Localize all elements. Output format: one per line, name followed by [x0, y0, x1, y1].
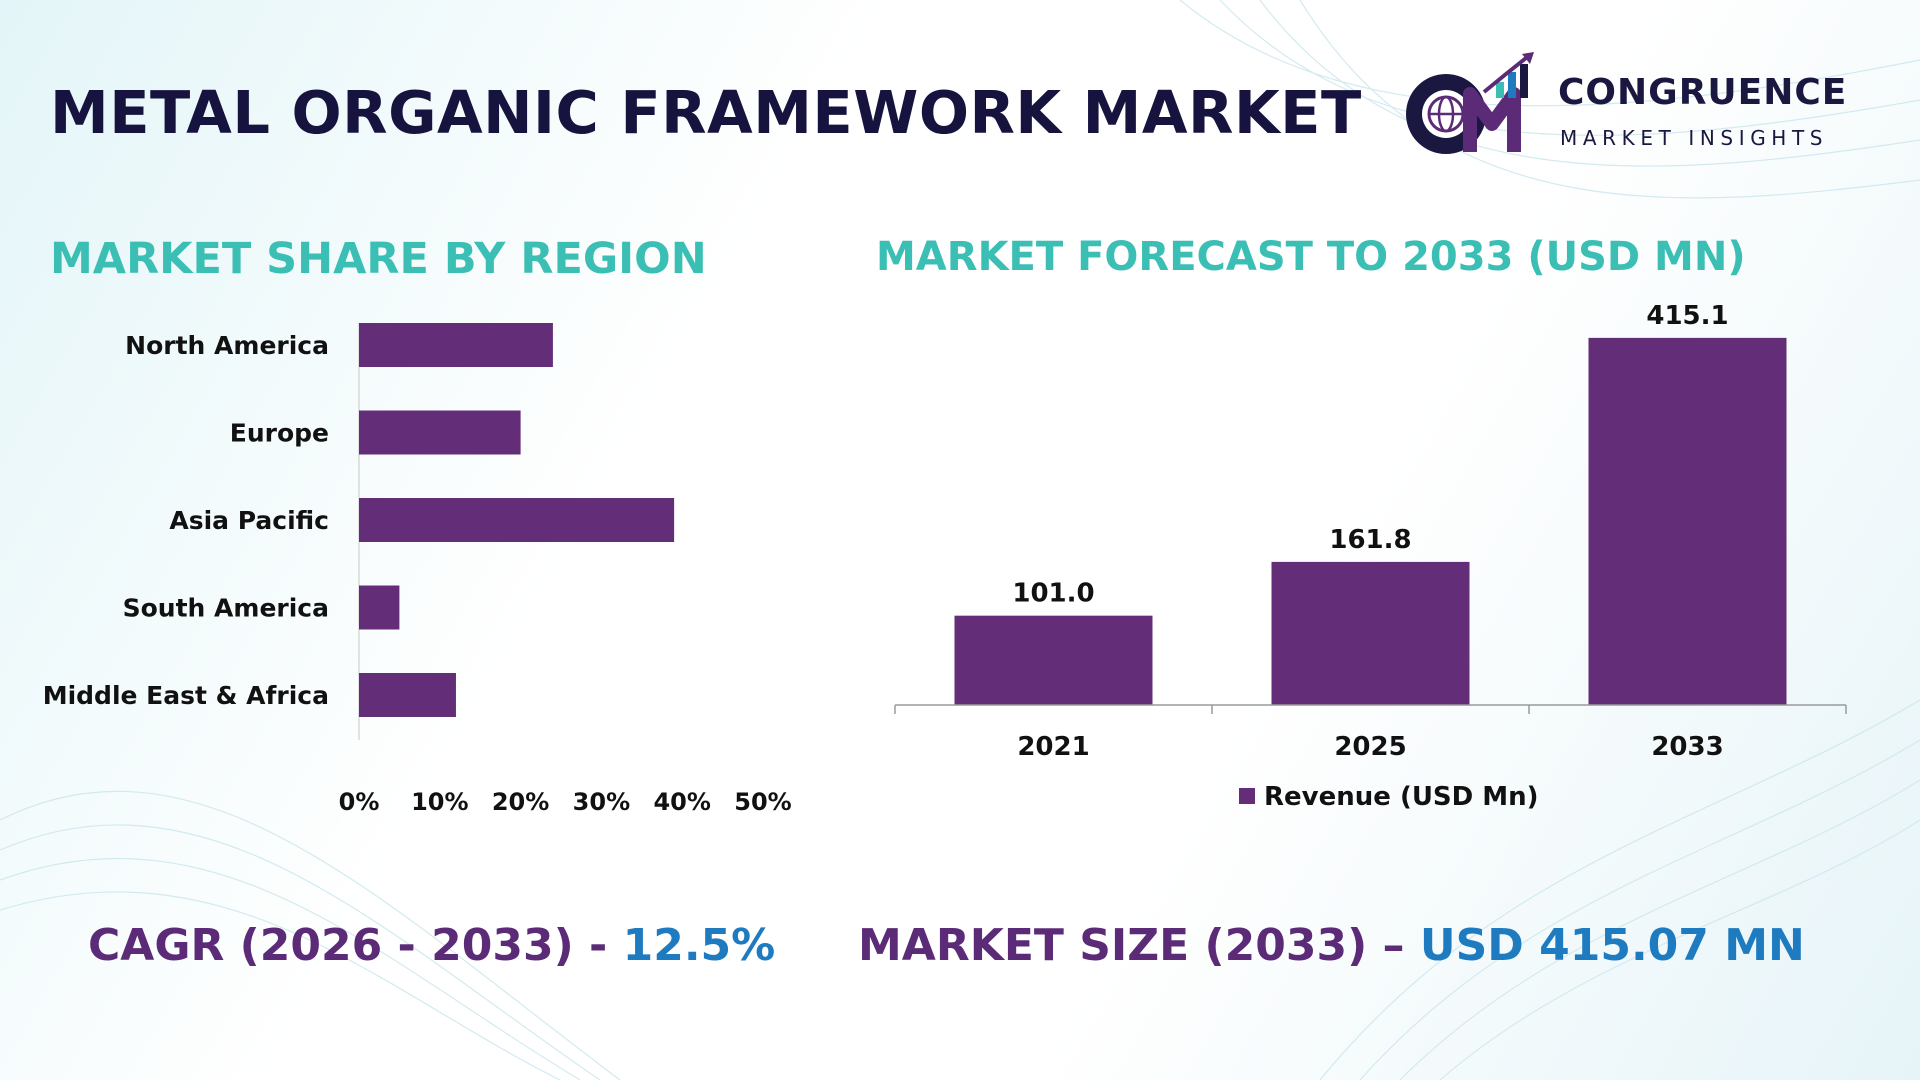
- market-size-kpi: MARKET SIZE (2033) – USD 415.07 MN: [858, 920, 1805, 971]
- region-category-label: Europe: [230, 419, 329, 448]
- region-category-label: Middle East & Africa: [43, 681, 329, 710]
- region-share-title: MARKET SHARE BY REGION: [50, 234, 707, 284]
- brand-tagline: MARKET INSIGHTS: [1560, 126, 1829, 150]
- region-bar: [359, 585, 400, 630]
- region-category-label: South America: [123, 594, 329, 623]
- region-category-label: Asia Pacific: [169, 506, 329, 535]
- market-size-label: MARKET SIZE (2033) –: [858, 920, 1420, 971]
- cagr-value: 12.5%: [622, 920, 776, 971]
- region-tick-label: 30%: [573, 788, 630, 816]
- region-tick-label: 20%: [492, 788, 549, 816]
- region-bar: [359, 673, 456, 717]
- region-tick-label: 10%: [411, 788, 468, 816]
- cagr-kpi: CAGR (2026 - 2033) - 12.5%: [88, 920, 775, 971]
- forecast-data-label: 101.0: [1012, 579, 1094, 609]
- forecast-bar: [1271, 561, 1470, 705]
- forecast-category-label: 2033: [1651, 732, 1723, 762]
- region-tick-label: 50%: [734, 788, 791, 816]
- legend-swatch: [1239, 788, 1255, 804]
- cagr-label: CAGR (2026 - 2033) -: [88, 920, 623, 971]
- region-bar: [359, 410, 521, 455]
- region-bar: [359, 323, 553, 367]
- region-category-label: North America: [125, 331, 329, 360]
- region-tick-label: 0%: [339, 788, 380, 816]
- legend-label: Revenue (USD Mn): [1264, 782, 1539, 812]
- forecast-bar: [1588, 337, 1787, 705]
- page-title: METAL ORGANIC FRAMEWORK MARKET: [50, 78, 1362, 147]
- forecast-category-label: 2021: [1017, 732, 1089, 762]
- forecast-title: MARKET FORECAST TO 2033 (USD MN): [876, 234, 1746, 280]
- forecast-data-label: 161.8: [1329, 525, 1411, 555]
- logo-mark-icon: [1406, 52, 1534, 154]
- forecast-category-label: 2025: [1334, 732, 1406, 762]
- forecast-bar: [954, 615, 1153, 705]
- region-tick-label: 40%: [653, 788, 710, 816]
- brand-name: CONGRUENCE: [1558, 72, 1848, 113]
- region-bar: [359, 498, 675, 542]
- forecast-data-label: 415.1: [1646, 301, 1728, 331]
- market-size-value: USD 415.07 MN: [1419, 920, 1805, 971]
- brand-logo: CONGRUENCE MARKET INSIGHTS: [1400, 52, 1870, 162]
